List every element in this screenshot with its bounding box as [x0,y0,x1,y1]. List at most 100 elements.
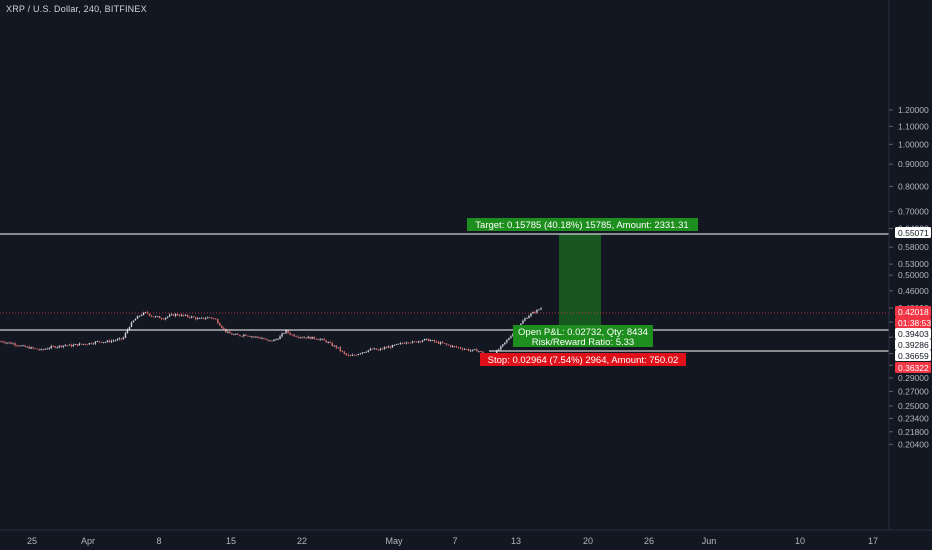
candle-body [66,345,68,347]
candle-body [227,331,229,333]
price-tick-label: 0.90000 [898,159,929,169]
candle-body [241,335,243,337]
candle-body [58,345,60,348]
price-badge [895,317,931,328]
candle-body [158,316,161,319]
candle-body [186,315,189,317]
candle-body [459,347,462,349]
price-tick-label: 0.53000 [898,259,929,269]
candle-body [243,334,245,337]
candle-body [530,313,532,316]
price-badge-label: 01:38:53 [898,318,931,328]
svg-text:Risk/Reward Ratio: 5.33: Risk/Reward Ratio: 5.33 [532,337,634,348]
candle-body [538,309,540,311]
candle-body [8,342,10,344]
candle-body [433,340,436,342]
candle-body [24,345,26,347]
candle-body [355,355,358,356]
candle-body [365,351,368,353]
candle-body [405,342,408,344]
candle-body [474,349,476,351]
candle-body [197,318,199,320]
candle-body [325,340,327,343]
candle-body [221,325,223,329]
candle-body [229,331,231,334]
candle-body [472,349,474,351]
candle-body [144,312,147,313]
target-label[interactable]: Target: 0.15785 (40.18%) 15785, Amount: … [467,218,698,231]
svg-text:Target: 0.15785 (40.18%) 15785: Target: 0.15785 (40.18%) 15785, Amount: … [475,220,688,231]
candle-body [476,349,478,352]
candle-body [293,334,295,337]
candle-body [82,344,85,345]
candle-body [512,333,514,337]
candle-body [52,346,54,347]
candle-body [329,342,331,343]
candle-body [309,336,311,339]
candle-body [207,317,209,319]
svg-text:Stop: 0.02964 (7.54%) 2964, Am: Stop: 0.02964 (7.54%) 2964, Amount: 750.… [488,355,679,366]
candle-body [132,320,135,323]
time-tick-label: 7 [452,536,457,546]
candle-body [403,343,406,345]
price-axis-labels: 0.550710.4201801:38:530.394030.392860.36… [895,227,931,373]
candle-body [178,315,181,317]
price-tick-label: 0.58000 [898,242,929,252]
candle-body [136,316,139,319]
candle-body [359,353,362,355]
candle-body [14,343,16,346]
price-tick-label: 0.29000 [898,373,929,383]
candle-body [466,349,468,350]
candle-body [62,345,64,347]
candle-body [528,315,530,319]
candle-body [195,317,197,320]
candle-body [371,348,374,350]
pnl-label[interactable]: Open P&L: 0.02732, Qty: 8434 Risk/Reward… [513,325,653,348]
candle-body [464,349,466,350]
candle-body [534,312,536,313]
candle-body [287,330,289,333]
candle-body [148,313,151,316]
candle-body [253,336,255,338]
price-tick-label: 0.27000 [898,386,929,396]
candle-body [30,347,32,349]
candle-body [72,344,74,347]
candle-body [524,318,526,321]
time-tick-label: 8 [156,536,161,546]
candle-body [279,336,281,340]
stop-label[interactable]: Stop: 0.02964 (7.54%) 2964, Amount: 750.… [480,353,686,366]
candle-body [540,308,542,310]
time-tick-label: 17 [868,536,878,546]
candle-body [0,341,2,343]
candle-body [367,350,370,352]
candle-body [100,341,103,343]
candle-body [335,345,337,348]
candle-series [0,306,542,358]
candle-body [421,340,424,342]
candle-body [18,345,20,347]
price-badge-label: 0.36322 [898,363,929,373]
candle-body [373,348,376,350]
candle-body [431,340,434,341]
candle-body [387,346,390,348]
candle-body [271,340,273,342]
time-tick-label: Jun [702,536,717,546]
candle-body [506,340,508,343]
time-axis[interactable]: 25 Apr 8 15 22 May 7 13 20 26 Jun 10 17 [27,536,878,546]
candle-body [425,338,428,340]
candle-body [36,348,38,350]
candle-body [257,336,259,338]
candle-body [184,315,187,316]
candle-body [295,336,297,337]
candle-body [118,338,121,340]
price-tick-label: 1.00000 [898,139,929,149]
candle-body [120,338,123,340]
candle-body [90,343,93,344]
candle-body [2,341,4,343]
candle-body [453,345,456,347]
candle-body [78,343,80,346]
candle-body [152,316,155,318]
candle-body [231,333,233,335]
